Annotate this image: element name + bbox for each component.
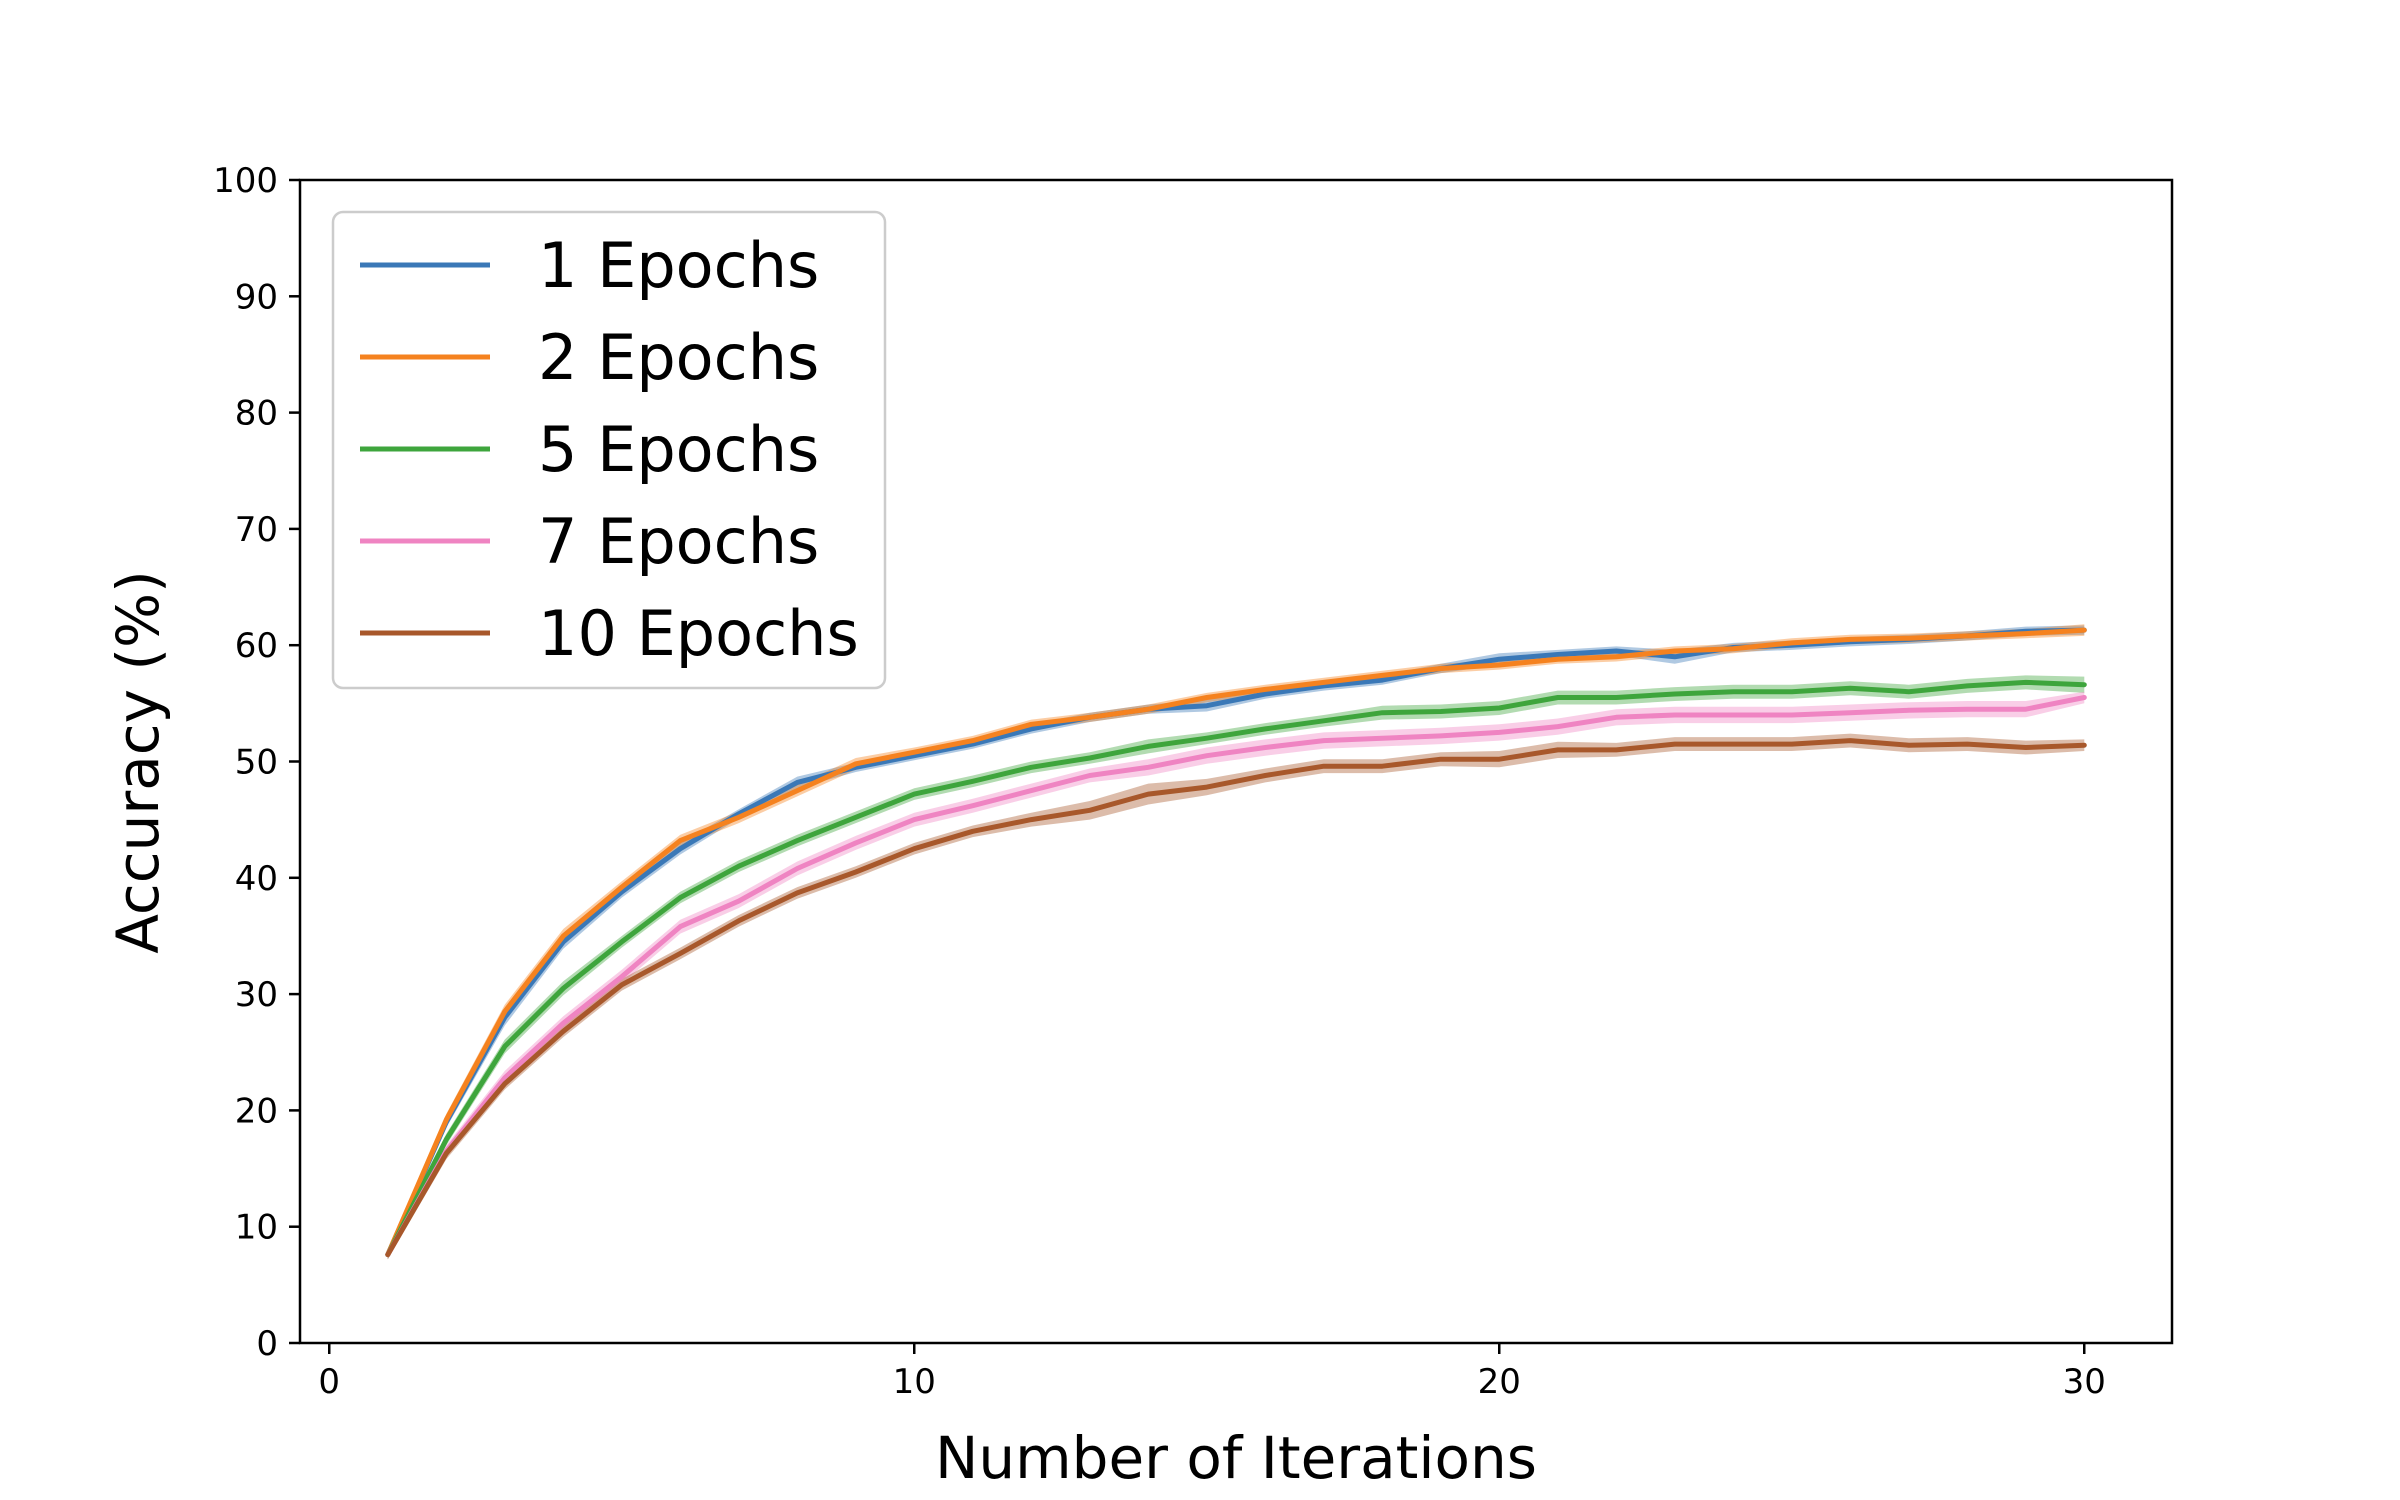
series-line-1 [385, 627, 2087, 1258]
series-line-5 [385, 738, 2087, 1258]
y-tick-label: 100 [213, 161, 278, 201]
y-tick-label: 90 [235, 277, 278, 317]
y-tick-label: 10 [235, 1208, 278, 1248]
legend-frame [331, 210, 887, 690]
y-axis-ticks: 0 10 20 30 40 50 60 70 80 90 100 [213, 161, 300, 1364]
confidence-bands [387, 624, 2085, 1260]
series-lines [385, 627, 2087, 1258]
series-band-3 [387, 675, 2085, 1260]
legend-label: 1 Epochs [538, 229, 819, 302]
y-tick-label: 30 [235, 975, 278, 1015]
legend-label: 2 Epochs [538, 321, 819, 394]
y-tick-label: 0 [256, 1324, 278, 1364]
series-line-2 [385, 627, 2087, 1258]
y-tick-label: 80 [235, 394, 278, 434]
y-tick-label: 60 [235, 626, 278, 666]
y-tick-label: 40 [235, 859, 278, 899]
series-band-5 [387, 733, 2085, 1260]
y-tick-label: 70 [235, 510, 278, 550]
x-axis-label: Number of Iterations [935, 1424, 1537, 1492]
legend-entries: 1 Epochs 2 Epochs 5 Epochs 7 Epochs 10 Epoch… [360, 229, 859, 670]
legend: 1 Epochs 2 Epochs 5 Epochs 7 Epochs 10 Epoch… [331, 210, 887, 690]
x-axis-ticks: 0 10 20 30 [318, 1343, 2106, 1402]
legend-label: 7 Epochs [538, 505, 819, 578]
legend-label: 5 Epochs [538, 413, 819, 486]
series-line-4 [385, 695, 2087, 1258]
x-tick-label: 20 [1478, 1362, 1521, 1402]
y-tick-label: 20 [235, 1091, 278, 1131]
series-line-3 [385, 679, 2087, 1258]
legend-label: 10 Epochs [538, 597, 859, 670]
y-tick-label: 50 [235, 743, 278, 783]
x-tick-label: 10 [893, 1362, 936, 1402]
y-axis-label: Accuracy (%) [104, 570, 172, 954]
x-tick-label: 30 [2063, 1362, 2106, 1402]
x-tick-label: 0 [318, 1362, 340, 1402]
